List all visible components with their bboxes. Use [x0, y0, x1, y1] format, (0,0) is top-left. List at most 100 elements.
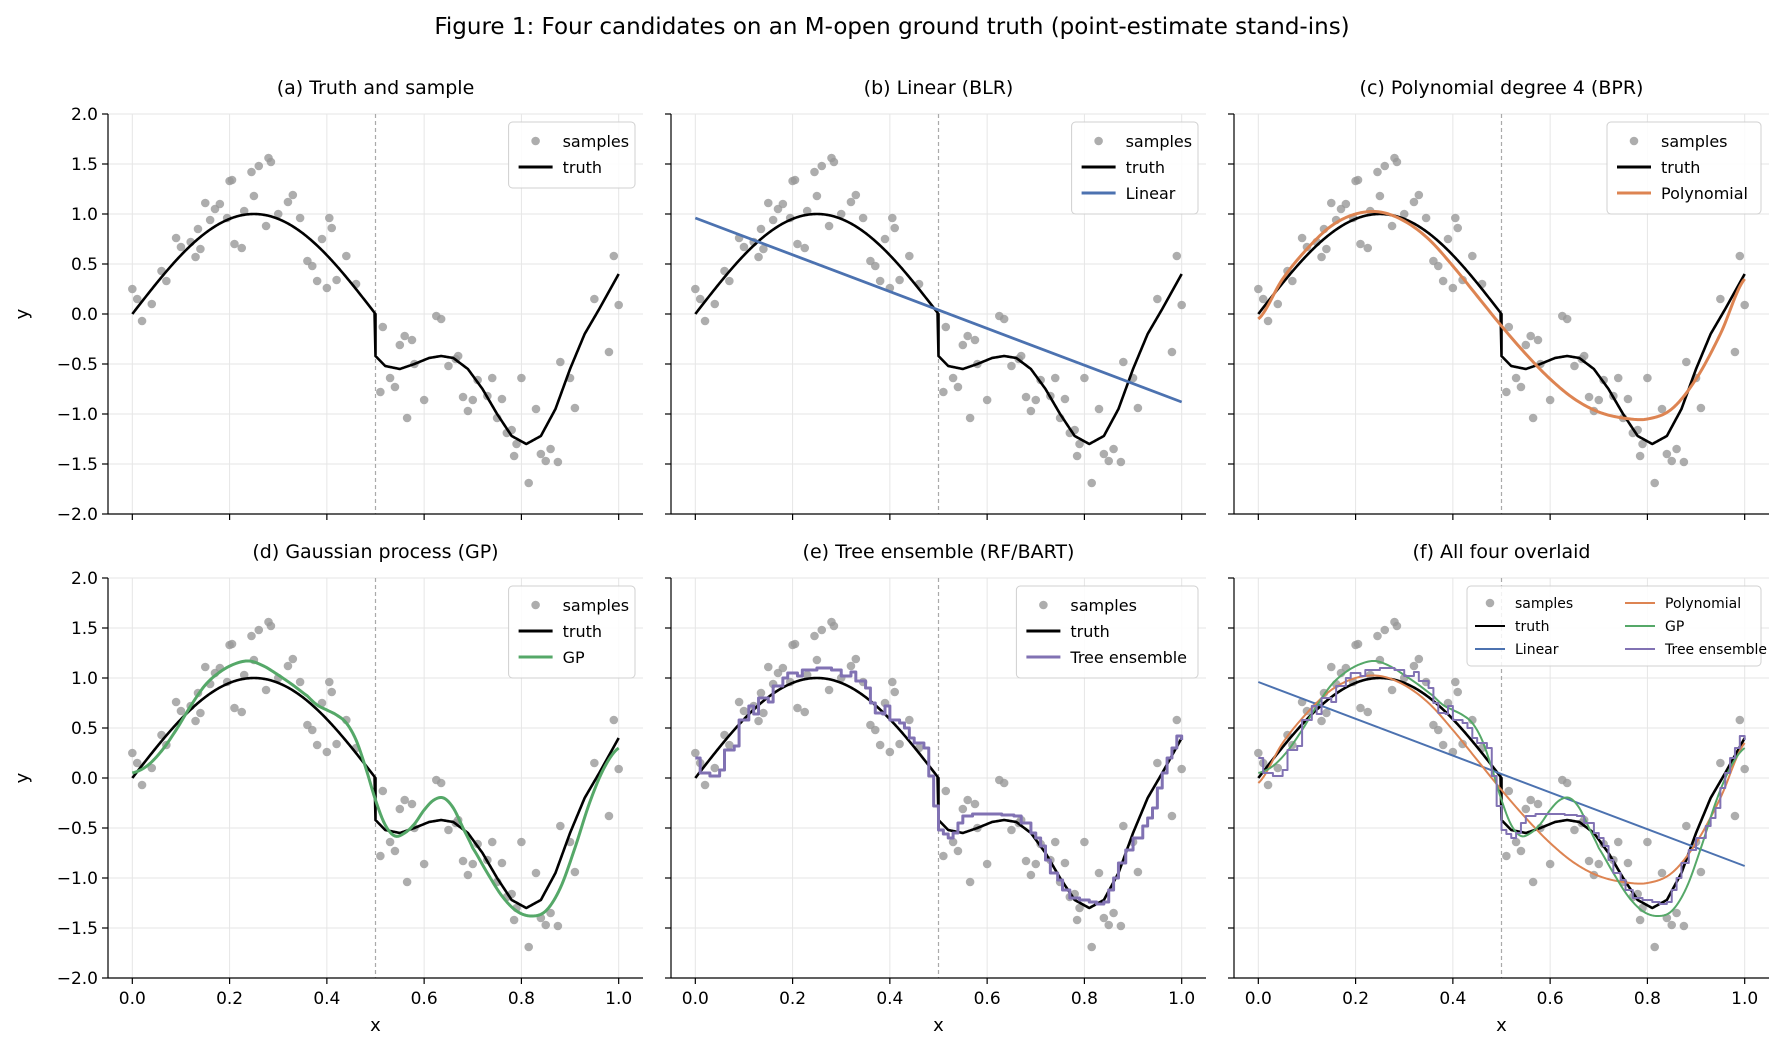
- sample-point: [887, 677, 897, 687]
- sample-point: [1399, 209, 1409, 219]
- plot-area: [691, 153, 1186, 488]
- sample-point: [734, 697, 744, 707]
- sample-point: [1735, 715, 1745, 725]
- sample-point: [546, 444, 555, 454]
- legend-label: Linear: [1126, 184, 1176, 203]
- y-tick-label: 1.5: [71, 155, 98, 175]
- legend-label: Tree ensemble: [1069, 648, 1187, 667]
- legend-label: truth: [1661, 158, 1700, 177]
- sample-point: [1453, 687, 1463, 697]
- sample-point: [1375, 191, 1385, 201]
- sample-point: [1392, 157, 1402, 167]
- sample-point: [1667, 456, 1677, 466]
- sample-point: [1450, 677, 1460, 687]
- legend-box: [1071, 121, 1199, 215]
- sample-point: [1650, 478, 1660, 488]
- sample-point: [400, 331, 409, 341]
- sample-point: [1468, 715, 1477, 725]
- panel-title: (c) Polynomial degree 4 (BPR): [1360, 77, 1644, 99]
- sample-point: [1373, 631, 1382, 641]
- sample-point: [176, 706, 186, 716]
- y-tick-label: −1.5: [57, 455, 98, 475]
- sample-point: [1172, 715, 1182, 725]
- sample-point: [1502, 851, 1511, 861]
- sample-point: [763, 662, 773, 672]
- legend: samples truth Linear: [1071, 121, 1199, 215]
- x-tick-label: 0.4: [876, 989, 903, 1009]
- sample-point: [759, 708, 768, 718]
- sample-point: [407, 335, 417, 345]
- sample-point: [193, 224, 203, 234]
- sample-point: [880, 234, 890, 244]
- sample-point: [1273, 299, 1283, 309]
- sample-point: [1080, 373, 1089, 383]
- sample-point: [885, 747, 895, 757]
- sample-point: [463, 406, 473, 416]
- sample-point: [1016, 351, 1026, 361]
- sample-point: [307, 261, 317, 271]
- sample-point: [1087, 942, 1097, 952]
- sample-point: [1443, 234, 1453, 244]
- sample-point: [953, 846, 963, 856]
- series-truth: [694, 212, 1183, 446]
- sample-point: [604, 347, 614, 357]
- y-tick-label: 1.5: [71, 619, 98, 639]
- sample-point: [1528, 877, 1538, 887]
- sample-point: [237, 243, 247, 253]
- sample-point: [948, 837, 958, 847]
- series-polynomial: [1257, 674, 1746, 885]
- figure-title: Figure 1: Four candidates on an M-open g…: [434, 14, 1349, 40]
- sample-point: [609, 251, 619, 261]
- sample-point: [1075, 903, 1084, 913]
- legend-label: GP: [1665, 619, 1684, 635]
- sample-point: [132, 294, 142, 304]
- sample-point: [810, 631, 819, 641]
- sample-point: [1087, 478, 1097, 488]
- sample-point: [553, 921, 563, 931]
- sample-point: [227, 639, 237, 649]
- legend-label: samples: [1515, 596, 1573, 612]
- series-truth: [1257, 212, 1746, 446]
- sample-point: [604, 811, 614, 821]
- sample-point: [1116, 921, 1126, 931]
- x-tick-label: 0.2: [779, 989, 806, 1009]
- legend-box: [1466, 585, 1762, 667]
- sample-point: [390, 382, 400, 392]
- y-tick-label: 1.0: [71, 669, 98, 689]
- legend-label: samples: [1126, 132, 1193, 151]
- sample-point: [1458, 739, 1467, 749]
- sample-point: [1716, 758, 1725, 768]
- sample-point: [332, 739, 341, 749]
- sample-point: [1562, 778, 1572, 788]
- sample-point: [402, 413, 412, 423]
- sample-point: [1167, 347, 1177, 357]
- sample-point: [512, 439, 521, 449]
- panel-title: (f) All four overlaid: [1413, 541, 1591, 563]
- sample-point: [1099, 449, 1109, 459]
- sample-point: [1516, 846, 1526, 856]
- sample-point: [230, 239, 239, 249]
- sample-point: [941, 786, 951, 796]
- sample-point: [710, 763, 720, 773]
- sample-point: [1322, 244, 1331, 254]
- x-tick-label: 0.6: [411, 989, 438, 1009]
- sample-point: [322, 747, 332, 757]
- sample-point: [1341, 199, 1351, 209]
- sample-point: [905, 715, 914, 725]
- panel-3: (c) Polynomial degree 4 (BPR) samples trut…: [1228, 77, 1769, 520]
- sample-point: [1072, 451, 1082, 461]
- sample-point: [312, 276, 322, 286]
- series-linear: [1257, 681, 1746, 867]
- sample-point: [1502, 387, 1511, 397]
- sample-point: [963, 331, 972, 341]
- sample-point: [1380, 625, 1390, 635]
- sample-point: [1521, 340, 1531, 350]
- series-truth: [131, 212, 620, 446]
- sample-point: [1716, 294, 1725, 304]
- sample-point: [395, 804, 405, 814]
- sample-point: [283, 197, 293, 207]
- sample-point: [436, 314, 446, 324]
- sample-point: [793, 239, 802, 249]
- sample-point: [1533, 799, 1543, 809]
